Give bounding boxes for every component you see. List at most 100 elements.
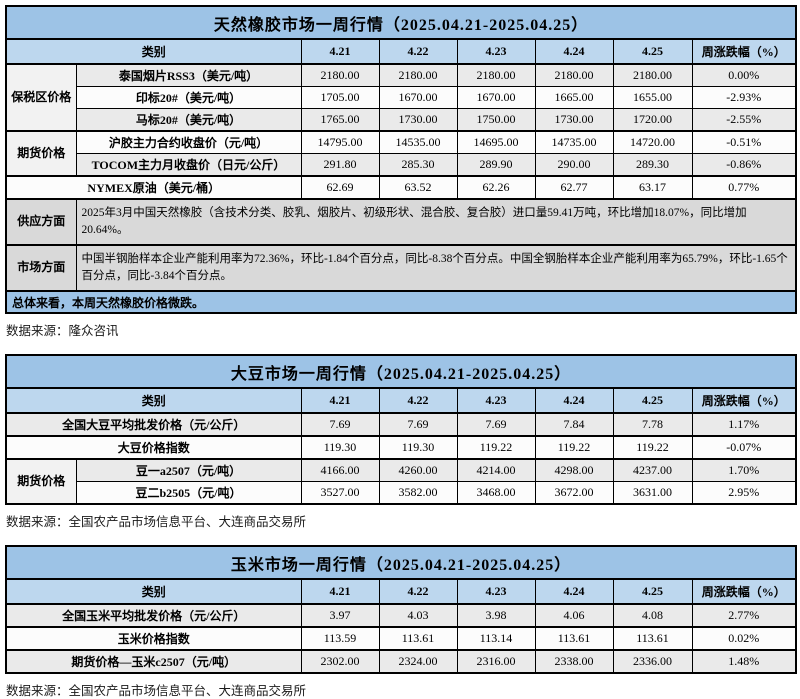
value-cell: 62.26 xyxy=(456,175,536,200)
value-cell: 1720.00 xyxy=(612,108,693,132)
change-cell: 1.17% xyxy=(691,412,797,437)
value-cell: 119.30 xyxy=(378,435,458,460)
change-cell: -0.07% xyxy=(691,435,797,460)
value-cell: 7.69 xyxy=(456,412,536,437)
column-header-date: 4.21 xyxy=(300,38,380,65)
value-cell: 289.30 xyxy=(612,153,693,177)
change-cell: -2.55% xyxy=(691,108,797,132)
change-cell: 0.00% xyxy=(691,63,797,87)
value-cell: 4237.00 xyxy=(612,458,693,482)
table-row: NYMEX原油（美元/桶） 62.69 63.52 62.26 62.77 63.17 0.… xyxy=(5,175,797,200)
value-cell: 113.61 xyxy=(534,626,614,651)
change-cell: 0.77% xyxy=(691,175,797,200)
value-cell: 4260.00 xyxy=(378,458,458,482)
column-header-date: 4.21 xyxy=(300,578,380,605)
table-row: 印标20#（美元/吨） 1705.00 1670.00 1670.00 1665.00 1… xyxy=(6,86,797,109)
value-cell: 63.17 xyxy=(612,175,693,200)
value-cell: 291.80 xyxy=(300,153,380,177)
value-cell: 285.30 xyxy=(378,153,458,177)
value-cell: 3468.00 xyxy=(456,481,536,505)
value-cell: 2180.00 xyxy=(378,63,458,87)
column-header-change: 周涨跌幅（%） xyxy=(691,578,797,605)
value-cell: 2180.00 xyxy=(300,63,380,87)
column-header-date: 4.23 xyxy=(456,578,536,605)
value-cell: 7.69 xyxy=(300,412,380,437)
column-header-change: 周涨跌幅（%） xyxy=(691,38,797,65)
table-row: 期货价格 沪胶主力合约收盘价（元/吨） 14795.00 14535.00 14695.… xyxy=(5,130,797,177)
change-cell: -0.86% xyxy=(691,153,797,177)
change-cell: 0.02% xyxy=(691,626,797,651)
summary-cell: 总体来看，本周天然橡胶价格微跌。 xyxy=(5,290,797,314)
column-header-date: 4.22 xyxy=(378,578,458,605)
table-row: 期货价格—玉米c2507（元/吨） 2302.00 2324.00 2316.00 23… xyxy=(5,649,797,674)
value-cell: 290.00 xyxy=(534,153,614,177)
table-row: TOCOM主力月收盘价（日元/公斤） 291.80 285.30 289.90 290.… xyxy=(6,153,797,177)
value-cell: 119.30 xyxy=(300,435,380,460)
soybean-market-table: 大豆市场一周行情（2025.04.21-2025.04.25） 类别 4.21 4.2… xyxy=(5,354,798,505)
summary-row: 总体来看，本周天然橡胶价格微跌。 xyxy=(5,290,797,314)
column-header-date: 4.23 xyxy=(456,387,536,414)
value-cell: 4214.00 xyxy=(456,458,536,482)
value-cell: 7.78 xyxy=(612,412,693,437)
row-label-cell: 印标20#（美元/吨） xyxy=(75,86,302,109)
value-cell: 1730.00 xyxy=(534,108,614,132)
row-label-cell: 大豆价格指数 xyxy=(5,435,302,460)
column-header-date: 4.22 xyxy=(378,38,458,65)
column-header-category: 类别 xyxy=(5,578,302,605)
value-cell: 2180.00 xyxy=(456,63,536,87)
table-row: 全国大豆平均批发价格（元/公斤） 7.69 7.69 7.69 7.84 7.78 1.17… xyxy=(5,412,797,437)
value-cell: 14720.00 xyxy=(612,130,693,154)
row-label-cell: 豆二b2505（元/吨） xyxy=(75,481,302,505)
table-row: 期货价格 豆一a2507（元/吨） 4166.00 4260.00 4214.00 429… xyxy=(5,458,797,505)
table-row: 保税区价格 泰国烟片RSS3（美元/吨） 2180.00 2180.00 2180.00… xyxy=(5,63,797,132)
value-cell: 1670.00 xyxy=(378,86,458,109)
value-cell: 14735.00 xyxy=(534,130,614,154)
value-cell: 119.22 xyxy=(612,435,693,460)
column-header-date: 4.25 xyxy=(612,38,693,65)
value-cell: 1750.00 xyxy=(456,108,536,132)
column-header-category: 类别 xyxy=(5,387,302,414)
note-row: 市场方面 中国半钢胎样本企业产能利用率为72.36%，环比-1.84个百分点，同比… xyxy=(5,244,797,292)
column-header-date: 4.24 xyxy=(534,578,614,605)
corn-market-table: 玉米市场一周行情（2025.04.21-2025.04.25） 类别 4.21 4.2… xyxy=(5,545,798,674)
value-cell: 119.22 xyxy=(456,435,536,460)
value-cell: 4.08 xyxy=(612,603,693,628)
page: { "colors": { "title_bg": "#9DC3E6", "he… xyxy=(5,5,798,698)
note-row: 供应方面 2025年3月中国天然橡胶（含技术分类、胶乳、烟胶片、初级形状、混合胶、… xyxy=(5,198,797,246)
column-header-date: 4.25 xyxy=(612,578,693,605)
change-cell: -0.51% xyxy=(691,130,797,154)
table-title: 大豆市场一周行情（2025.04.21-2025.04.25） xyxy=(5,354,797,389)
table-row: 马标20#（美元/吨） 1765.00 1730.00 1750.00 1730.00 1… xyxy=(6,108,797,132)
value-cell: 2338.00 xyxy=(534,649,614,674)
value-cell: 4166.00 xyxy=(300,458,380,482)
column-header-change: 周涨跌幅（%） xyxy=(691,387,797,414)
header-row: 类别 4.21 4.22 4.23 4.24 4.25 周涨跌幅（%） xyxy=(5,38,797,65)
value-cell: 1765.00 xyxy=(300,108,380,132)
note-label-cell: 市场方面 xyxy=(5,244,77,292)
note-label-cell: 供应方面 xyxy=(5,198,77,246)
value-cell: 2180.00 xyxy=(612,63,693,87)
change-cell: 2.77% xyxy=(691,603,797,628)
note-text-cell: 2025年3月中国天然橡胶（含技术分类、胶乳、烟胶片、初级形状、混合胶、复合胶）… xyxy=(75,198,797,246)
value-cell: 7.69 xyxy=(378,412,458,437)
value-cell: 14535.00 xyxy=(378,130,458,154)
value-cell: 119.22 xyxy=(534,435,614,460)
value-cell: 14695.00 xyxy=(456,130,536,154)
column-header-date: 4.23 xyxy=(456,38,536,65)
value-cell: 1665.00 xyxy=(534,86,614,109)
soybean-market-section: 大豆市场一周行情（2025.04.21-2025.04.25） 类别 4.21 4.2… xyxy=(5,354,798,530)
row-label-cell: 豆一a2507（元/吨） xyxy=(75,458,302,482)
value-cell: 1670.00 xyxy=(456,86,536,109)
corn-source-text: 数据来源：全国农产品市场信息平台、大连商品交易所 xyxy=(6,684,307,698)
column-header-date: 4.22 xyxy=(378,387,458,414)
row-label-cell: 全国玉米平均批发价格（元/公斤） xyxy=(5,603,302,628)
table-row: 全国玉米平均批发价格（元/公斤） 3.97 4.03 3.98 4.06 4.08 2.77… xyxy=(5,603,797,628)
soybean-source-text: 数据来源：全国农产品市场信息平台、大连商品交易所 xyxy=(6,515,307,529)
group-label-cell: 期货价格 xyxy=(5,130,77,177)
value-cell: 7.84 xyxy=(534,412,614,437)
value-cell: 113.14 xyxy=(456,626,536,651)
value-cell: 62.69 xyxy=(300,175,380,200)
value-cell: 2316.00 xyxy=(456,649,536,674)
change-cell: 1.48% xyxy=(691,649,797,674)
table-title: 玉米市场一周行情（2025.04.21-2025.04.25） xyxy=(5,545,797,580)
